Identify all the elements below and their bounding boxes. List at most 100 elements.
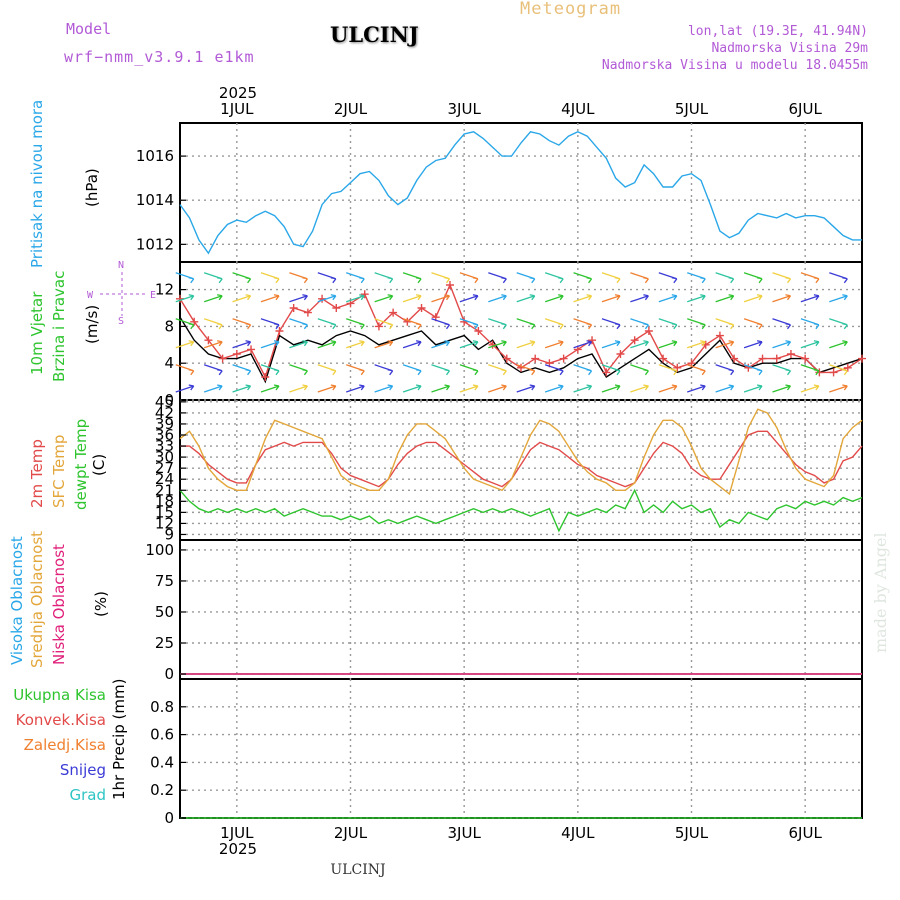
wind-arrow xyxy=(260,364,280,376)
wind-gust-marker xyxy=(488,340,497,349)
y-tick-label: 21 xyxy=(155,481,174,499)
y-tick-label: 0 xyxy=(164,665,174,683)
wind-arrow xyxy=(459,318,479,330)
wind-gust-marker xyxy=(360,290,369,299)
wind-arrow xyxy=(431,294,451,303)
wind-gust-marker xyxy=(247,345,256,354)
wind-arrow xyxy=(658,384,678,393)
y-tick-label: 4 xyxy=(164,354,174,372)
dewpt-line xyxy=(179,488,863,533)
model-name: wrf−nmm_v3.9.1 e1km xyxy=(64,48,255,66)
wind-arrow xyxy=(516,272,536,284)
wind-arrow xyxy=(317,340,337,349)
wind-gust-marker xyxy=(559,354,568,363)
wind-label-1: 10m Vjetar xyxy=(28,291,46,375)
wind-arrow xyxy=(402,364,422,376)
wind-gust-marker xyxy=(204,336,213,345)
wind-gust-marker xyxy=(232,350,241,358)
wind-arrow xyxy=(346,272,365,284)
cloud-unit: (%) xyxy=(92,591,110,617)
x-tick-label-bottom: 1JUL xyxy=(220,824,254,842)
y-tick-label: 1016 xyxy=(136,147,174,165)
wind-gust-marker xyxy=(843,363,852,372)
x-tick-label-bottom: 6JUL xyxy=(789,824,823,842)
y-tick-label: 12 xyxy=(155,281,174,299)
compass-e: E xyxy=(150,290,156,301)
wind-arrow xyxy=(260,272,280,284)
wind-arrow xyxy=(800,294,820,303)
wind-arrow xyxy=(289,318,308,330)
cloud-mid-label: Srednja Oblacnost xyxy=(28,531,46,668)
wind-arrow xyxy=(630,384,649,393)
y-tick-label: 42 xyxy=(155,404,174,422)
wind-arrow xyxy=(346,364,365,376)
wind-gust-marker xyxy=(517,363,525,372)
wind-arrow xyxy=(346,384,365,393)
wind-arrow xyxy=(630,340,649,349)
model-label: Model xyxy=(66,20,112,38)
wind-arrow xyxy=(743,384,763,393)
wind-gust-marker xyxy=(531,354,540,363)
wind-gust-marker xyxy=(417,304,426,312)
wind-arrow xyxy=(516,318,536,330)
y-tick-label: 33 xyxy=(155,437,174,455)
wind-arrow xyxy=(601,318,621,330)
wind-gust-marker xyxy=(588,336,597,345)
panel-frame xyxy=(179,399,863,541)
wind-arrow xyxy=(232,340,252,349)
wind-arrow xyxy=(402,294,422,303)
y-tick-label: 0.2 xyxy=(150,781,174,799)
wind-arrow xyxy=(715,318,735,330)
wind-gust-marker xyxy=(730,354,739,363)
axis-labels: 1012101410160481291215182124273033363942… xyxy=(136,100,823,842)
wind-arrow xyxy=(687,364,706,376)
y-tick-label: 27 xyxy=(155,459,174,477)
x-tick-label-top: 4JUL xyxy=(561,100,595,118)
wind-unit: (m/s) xyxy=(83,305,101,344)
wind-arrow xyxy=(203,318,223,330)
precip-unit: 1hr Precip (mm) xyxy=(110,679,128,800)
wind-arrow xyxy=(544,272,564,284)
wind-arrow xyxy=(488,384,507,393)
y-tick-label: 12 xyxy=(155,514,174,532)
wind-gust-marker xyxy=(389,308,398,317)
panel-frame xyxy=(179,678,863,819)
wind-arrow xyxy=(232,294,252,303)
wind-arrow xyxy=(743,364,763,376)
wind-arrow xyxy=(829,294,848,303)
wind-arrow xyxy=(402,384,422,393)
y-tick-label: 50 xyxy=(155,603,174,621)
wind-gust-marker xyxy=(176,294,184,303)
wind-arrow xyxy=(175,294,195,303)
wind-arrow xyxy=(203,340,223,349)
wind-arrow xyxy=(374,384,394,393)
wind-arrow xyxy=(772,294,792,303)
wind-arrow xyxy=(630,364,649,376)
wind-arrow xyxy=(687,340,706,349)
wind-arrow xyxy=(658,318,678,330)
wind-arrow xyxy=(516,364,536,376)
wind-arrow xyxy=(544,384,564,393)
x-tick-label-bottom: 3JUL xyxy=(448,824,482,842)
y-tick-label: 30 xyxy=(155,448,174,466)
precip-frz-label: Zaledj.Kisa xyxy=(24,736,106,754)
wind-gust-marker xyxy=(644,327,653,335)
wind-arrow xyxy=(573,364,593,376)
wind-arrow xyxy=(374,340,394,349)
wind-arrow xyxy=(715,364,735,376)
wind-arrow xyxy=(601,364,621,376)
wind-arrow xyxy=(402,318,422,330)
wind-label-2: Brzina i Pravac xyxy=(50,271,68,382)
wind-gust-marker xyxy=(758,354,767,363)
wind-arrow xyxy=(488,364,507,376)
year-label-top: 2025 xyxy=(219,84,257,102)
wind-arrow xyxy=(203,272,223,284)
wind-arrow xyxy=(772,318,792,330)
wind-arrow xyxy=(544,364,564,376)
wind-arrow xyxy=(687,318,706,330)
wind-arrow xyxy=(431,340,451,349)
wind-arrow xyxy=(431,272,451,284)
wind-gust-marker xyxy=(602,368,611,377)
wind-arrow xyxy=(232,318,252,330)
x-tick-label-top: 5JUL xyxy=(675,100,709,118)
